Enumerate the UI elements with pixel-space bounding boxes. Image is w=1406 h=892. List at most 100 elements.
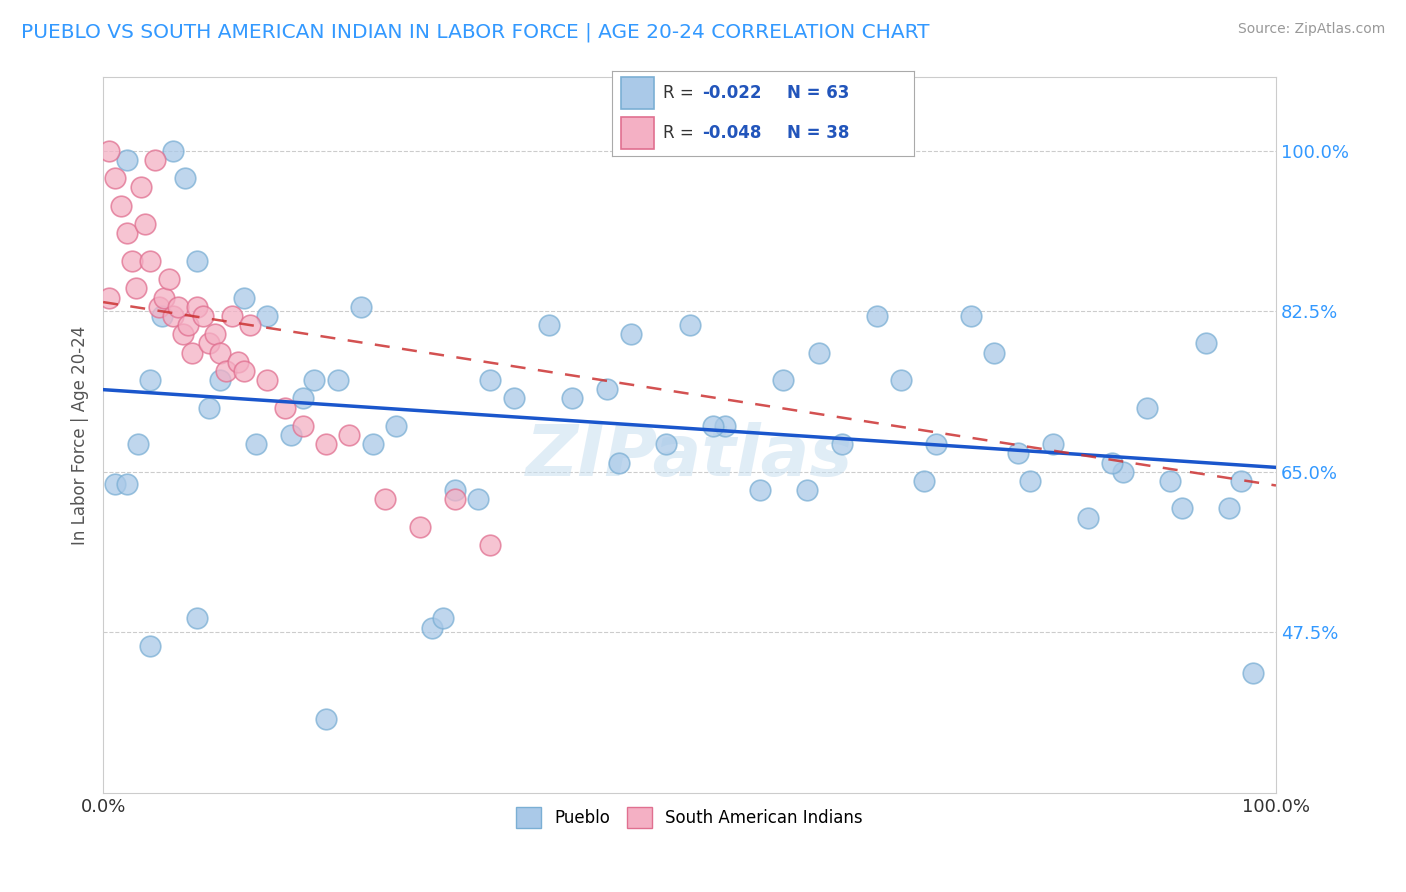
Point [772, 373, 794, 387]
Point [1218, 501, 1240, 516]
Point [104, 476, 127, 491]
Text: -0.048: -0.048 [703, 124, 762, 142]
Point [129, 180, 152, 194]
Point [153, 291, 176, 305]
Point [148, 300, 170, 314]
Point [678, 318, 700, 332]
Point [409, 520, 432, 534]
Text: N = 63: N = 63 [787, 85, 849, 103]
Point [174, 171, 197, 186]
Point [1112, 465, 1135, 479]
Point [655, 437, 678, 451]
Point [110, 199, 132, 213]
Point [866, 309, 889, 323]
Point [1136, 401, 1159, 415]
Point [115, 476, 138, 491]
Point [1241, 666, 1264, 681]
Point [215, 364, 238, 378]
Point [702, 418, 724, 433]
Point [1171, 501, 1194, 516]
Point [167, 300, 190, 314]
Point [713, 418, 735, 433]
Point [748, 483, 770, 497]
Point [115, 153, 138, 167]
Point [444, 483, 467, 497]
Point [197, 336, 219, 351]
Point [1159, 474, 1181, 488]
Point [831, 437, 853, 451]
Point [620, 327, 643, 342]
Point [139, 253, 162, 268]
Point [139, 639, 162, 653]
Y-axis label: In Labor Force | Age 20-24: In Labor Force | Age 20-24 [72, 326, 89, 545]
Point [1018, 474, 1040, 488]
Point [115, 227, 138, 241]
Text: R =: R = [664, 85, 699, 103]
Point [209, 345, 232, 359]
Point [256, 309, 278, 323]
Point [925, 437, 948, 451]
Point [432, 611, 454, 625]
Point [232, 291, 254, 305]
Point [121, 253, 143, 268]
Point [274, 401, 297, 415]
Point [596, 382, 619, 396]
Point [157, 272, 180, 286]
Point [226, 354, 249, 368]
Point [315, 712, 337, 726]
Point [186, 611, 208, 625]
Point [479, 538, 502, 552]
Point [104, 171, 127, 186]
Point [191, 309, 214, 323]
Point [1007, 446, 1029, 460]
Point [162, 144, 184, 158]
Point [361, 437, 384, 451]
Point [172, 327, 194, 342]
Point [239, 318, 262, 332]
Point [385, 418, 408, 433]
Point [1229, 474, 1251, 488]
Point [561, 392, 583, 406]
Point [1194, 336, 1216, 351]
Point [162, 309, 184, 323]
Point [1042, 437, 1064, 451]
Point [607, 456, 630, 470]
Legend: Pueblo, South American Indians: Pueblo, South American Indians [509, 801, 870, 834]
Point [127, 437, 149, 451]
Point [374, 492, 396, 507]
Point [143, 153, 166, 167]
Point [98, 144, 121, 158]
Point [537, 318, 560, 332]
Point [256, 373, 278, 387]
Point [291, 392, 314, 406]
Bar [620, 117, 654, 149]
Point [890, 373, 912, 387]
Point [479, 373, 502, 387]
Point [209, 373, 232, 387]
Point [502, 392, 524, 406]
Point [176, 318, 198, 332]
Bar [620, 78, 654, 110]
Text: -0.022: -0.022 [703, 85, 762, 103]
Point [186, 300, 208, 314]
Text: Source: ZipAtlas.com: Source: ZipAtlas.com [1237, 22, 1385, 37]
Point [1101, 456, 1123, 470]
Point [280, 428, 302, 442]
Point [181, 345, 204, 359]
Text: PUEBLO VS SOUTH AMERICAN INDIAN IN LABOR FORCE | AGE 20-24 CORRELATION CHART: PUEBLO VS SOUTH AMERICAN INDIAN IN LABOR… [21, 22, 929, 42]
Point [467, 492, 489, 507]
Point [1077, 510, 1099, 524]
Point [444, 492, 467, 507]
Point [302, 373, 325, 387]
Point [315, 437, 337, 451]
Point [139, 373, 162, 387]
Point [350, 300, 373, 314]
Point [98, 291, 121, 305]
Point [912, 474, 935, 488]
Point [245, 437, 267, 451]
Point [420, 621, 443, 635]
Text: N = 38: N = 38 [787, 124, 849, 142]
Point [339, 428, 361, 442]
Point [796, 483, 818, 497]
Point [186, 253, 208, 268]
